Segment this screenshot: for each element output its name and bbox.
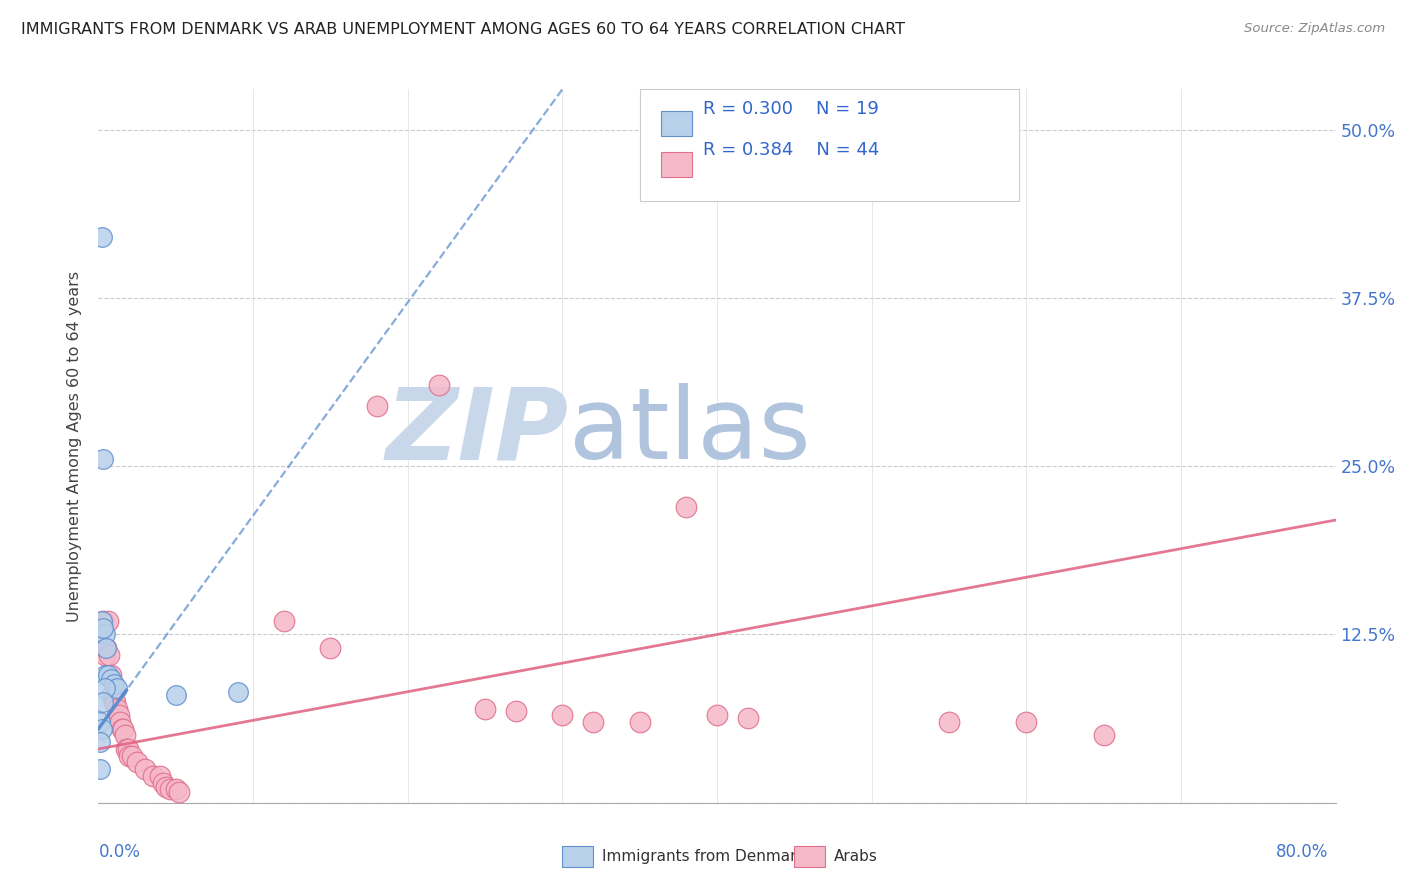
Point — [91, 621, 114, 635]
Point — [134, 762, 156, 776]
Point — [118, 748, 141, 763]
Point — [165, 782, 187, 797]
Point — [90, 621, 112, 635]
Point — [127, 756, 149, 770]
Point — [96, 640, 118, 655]
Point — [100, 668, 122, 682]
Point — [112, 722, 135, 736]
Point — [167, 785, 190, 799]
Point — [427, 378, 450, 392]
Point — [90, 722, 112, 736]
Point — [114, 729, 136, 743]
Point — [319, 640, 342, 655]
Point — [98, 648, 121, 662]
Point — [117, 742, 139, 756]
Point — [1015, 714, 1038, 729]
Point — [115, 742, 138, 756]
Point — [582, 714, 605, 729]
Point — [108, 714, 131, 729]
Text: R = 0.384    N = 44: R = 0.384 N = 44 — [703, 141, 879, 159]
Point — [97, 668, 120, 682]
Point — [91, 452, 114, 467]
Point — [105, 701, 128, 715]
Point — [100, 672, 122, 686]
Point — [91, 614, 114, 628]
Point — [90, 614, 112, 628]
Point — [103, 677, 125, 691]
Point — [226, 685, 249, 699]
Point — [152, 775, 174, 789]
Point — [104, 695, 127, 709]
Text: IMMIGRANTS FROM DENMARK VS ARAB UNEMPLOYMENT AMONG AGES 60 TO 64 YEARS CORRELATI: IMMIGRANTS FROM DENMARK VS ARAB UNEMPLOY… — [21, 22, 905, 37]
Text: Arabs: Arabs — [834, 849, 877, 863]
Point — [155, 780, 177, 794]
Point — [107, 708, 129, 723]
Point — [89, 762, 111, 776]
Point — [273, 614, 295, 628]
Point — [737, 711, 759, 725]
Point — [89, 714, 111, 729]
Text: ZIP: ZIP — [385, 384, 568, 480]
Text: 0.0%: 0.0% — [98, 843, 141, 861]
Point — [551, 708, 574, 723]
Point — [90, 230, 112, 244]
Y-axis label: Unemployment Among Ages 60 to 64 years: Unemployment Among Ages 60 to 64 years — [67, 270, 83, 622]
Point — [93, 668, 115, 682]
Point — [89, 735, 111, 749]
Point — [628, 714, 651, 729]
Text: Immigrants from Denmark: Immigrants from Denmark — [602, 849, 806, 863]
Text: 80.0%: 80.0% — [1277, 843, 1329, 861]
Point — [474, 701, 496, 715]
Point — [93, 627, 115, 641]
Point — [121, 748, 143, 763]
Point — [165, 688, 187, 702]
Point — [149, 769, 172, 783]
Point — [706, 708, 728, 723]
Point — [93, 648, 115, 662]
Point — [91, 695, 114, 709]
Point — [105, 681, 128, 696]
Point — [675, 500, 697, 514]
Point — [103, 695, 125, 709]
Point — [938, 714, 960, 729]
Point — [505, 704, 527, 718]
Point — [96, 640, 118, 655]
Point — [142, 769, 165, 783]
Point — [1092, 729, 1115, 743]
Text: R = 0.300    N = 19: R = 0.300 N = 19 — [703, 100, 879, 118]
Point — [159, 782, 181, 797]
Text: Source: ZipAtlas.com: Source: ZipAtlas.com — [1244, 22, 1385, 36]
Point — [366, 399, 388, 413]
Point — [93, 681, 115, 696]
Point — [111, 722, 134, 736]
Point — [101, 688, 124, 702]
Point — [97, 614, 120, 628]
Text: atlas: atlas — [568, 384, 810, 480]
